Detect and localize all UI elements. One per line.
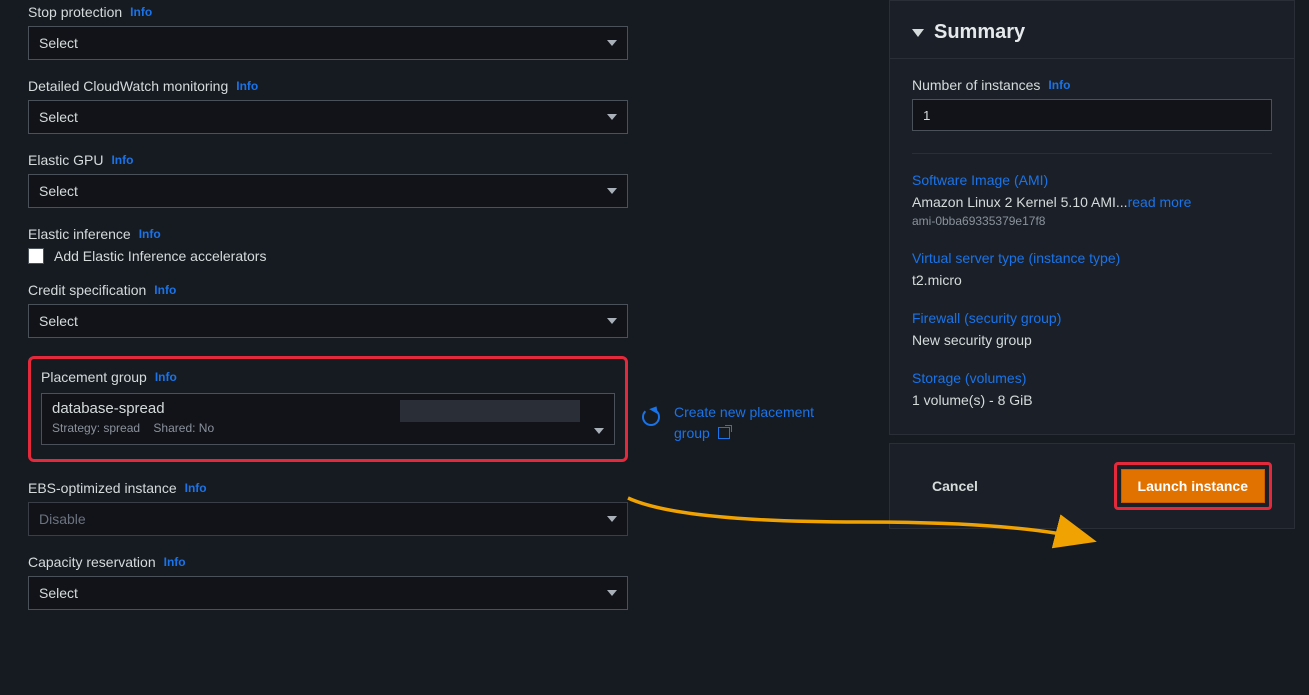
ami-id: ami-0bba69335379e17f8 bbox=[912, 214, 1272, 228]
firewall-link[interactable]: Firewall (security group) bbox=[912, 310, 1272, 326]
launch-highlight: Launch instance bbox=[1114, 462, 1272, 510]
placement-group-select[interactable]: database-spread Strategy: spread Shared:… bbox=[41, 393, 615, 445]
elastic-inference-checkbox-label: Add Elastic Inference accelerators bbox=[54, 248, 266, 264]
ebs-optimized-select[interactable]: Disable bbox=[28, 502, 628, 536]
capacity-reservation-label: Capacity reservation bbox=[28, 554, 156, 570]
summary-title: Summary bbox=[934, 21, 1025, 44]
capacity-reservation-select[interactable]: Select bbox=[28, 576, 628, 610]
chevron-down-icon bbox=[607, 40, 617, 46]
ami-link[interactable]: Software Image (AMI) bbox=[912, 172, 1272, 188]
create-placement-group-link[interactable]: Create new placement group bbox=[674, 402, 844, 444]
stop-protection-label: Stop protection bbox=[28, 4, 122, 20]
stop-protection-select[interactable]: Select bbox=[28, 26, 628, 60]
info-link[interactable]: Info bbox=[139, 227, 161, 241]
placement-group-meta: Strategy: spread Shared: No bbox=[52, 421, 604, 435]
elastic-gpu-label: Elastic GPU bbox=[28, 152, 103, 168]
elastic-gpu-select[interactable]: Select bbox=[28, 174, 628, 208]
ami-text: Amazon Linux 2 Kernel 5.10 AMI...read mo… bbox=[912, 194, 1272, 210]
select-value: Disable bbox=[39, 511, 86, 527]
info-link[interactable]: Info bbox=[236, 79, 258, 93]
info-link[interactable]: Info bbox=[130, 5, 152, 19]
placement-group-highlight: Placement group Info database-spread Str… bbox=[28, 356, 628, 462]
collapse-icon bbox=[912, 29, 924, 37]
cloudwatch-select[interactable]: Select bbox=[28, 100, 628, 134]
select-value: Select bbox=[39, 183, 78, 199]
refresh-icon[interactable] bbox=[642, 408, 660, 426]
info-link[interactable]: Info bbox=[164, 555, 186, 569]
summary-header[interactable]: Summary bbox=[890, 1, 1294, 59]
instance-type-text: t2.micro bbox=[912, 272, 1272, 288]
cancel-button[interactable]: Cancel bbox=[912, 478, 998, 494]
select-value: Select bbox=[39, 585, 78, 601]
storage-link[interactable]: Storage (volumes) bbox=[912, 370, 1272, 386]
num-instances-label: Number of instances bbox=[912, 77, 1040, 93]
redacted-region bbox=[400, 400, 580, 422]
select-value: Select bbox=[39, 313, 78, 329]
num-instances-input[interactable] bbox=[912, 99, 1272, 131]
instance-type-link[interactable]: Virtual server type (instance type) bbox=[912, 250, 1272, 266]
placement-group-label: Placement group bbox=[41, 369, 147, 385]
chevron-down-icon bbox=[607, 590, 617, 596]
info-link[interactable]: Info bbox=[154, 283, 176, 297]
divider bbox=[912, 153, 1272, 154]
info-link[interactable]: Info bbox=[185, 481, 207, 495]
firewall-text: New security group bbox=[912, 332, 1272, 348]
info-link[interactable]: Info bbox=[155, 370, 177, 384]
credit-spec-select[interactable]: Select bbox=[28, 304, 628, 338]
select-value: Select bbox=[39, 35, 78, 51]
read-more-link[interactable]: read more bbox=[1128, 194, 1192, 210]
launch-instance-button[interactable]: Launch instance bbox=[1121, 469, 1265, 503]
chevron-down-icon bbox=[594, 428, 604, 434]
storage-text: 1 volume(s) - 8 GiB bbox=[912, 392, 1272, 408]
select-value: Select bbox=[39, 109, 78, 125]
info-link[interactable]: Info bbox=[111, 153, 133, 167]
cloudwatch-label: Detailed CloudWatch monitoring bbox=[28, 78, 228, 94]
elastic-inference-checkbox[interactable] bbox=[28, 248, 44, 264]
chevron-down-icon bbox=[607, 114, 617, 120]
info-link[interactable]: Info bbox=[1048, 78, 1070, 92]
elastic-inference-label: Elastic inference bbox=[28, 226, 131, 242]
chevron-down-icon bbox=[607, 318, 617, 324]
credit-spec-label: Credit specification bbox=[28, 282, 146, 298]
chevron-down-icon bbox=[607, 516, 617, 522]
external-link-icon bbox=[718, 427, 730, 439]
ebs-optimized-label: EBS-optimized instance bbox=[28, 480, 177, 496]
chevron-down-icon bbox=[607, 188, 617, 194]
